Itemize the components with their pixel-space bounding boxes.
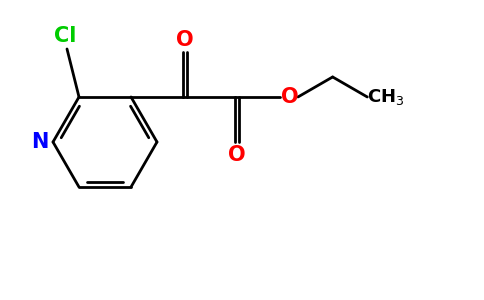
Text: N: N (31, 132, 49, 152)
Text: CH$_3$: CH$_3$ (366, 87, 404, 107)
Text: O: O (228, 145, 246, 165)
Text: O: O (281, 87, 299, 107)
Text: O: O (176, 30, 194, 50)
Text: Cl: Cl (54, 26, 76, 46)
